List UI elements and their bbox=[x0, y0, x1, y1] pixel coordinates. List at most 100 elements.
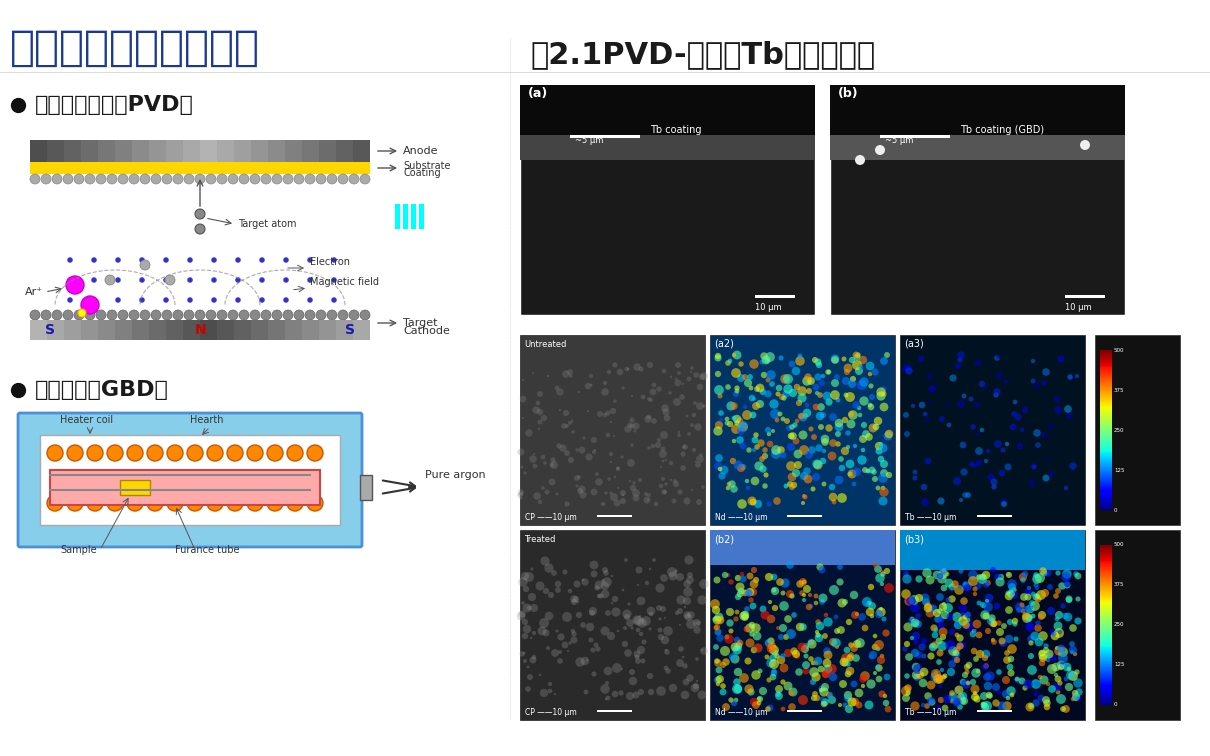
Bar bbox=[1100, 414, 1112, 415]
Circle shape bbox=[996, 353, 1002, 358]
Circle shape bbox=[941, 602, 946, 606]
Bar bbox=[1100, 553, 1112, 554]
Circle shape bbox=[673, 479, 676, 483]
Bar bbox=[1100, 464, 1112, 465]
Circle shape bbox=[1056, 694, 1066, 704]
Circle shape bbox=[1006, 590, 1010, 596]
Circle shape bbox=[808, 446, 816, 454]
Circle shape bbox=[1054, 673, 1059, 677]
Bar bbox=[1100, 619, 1112, 620]
Circle shape bbox=[742, 410, 751, 420]
Circle shape bbox=[744, 379, 753, 387]
Bar bbox=[1100, 376, 1112, 377]
Circle shape bbox=[1020, 603, 1025, 608]
Circle shape bbox=[162, 310, 172, 320]
Circle shape bbox=[824, 651, 832, 659]
Circle shape bbox=[799, 578, 807, 586]
Bar bbox=[1100, 566, 1112, 567]
Circle shape bbox=[530, 637, 532, 640]
Circle shape bbox=[912, 469, 917, 475]
Bar bbox=[1100, 431, 1112, 432]
Circle shape bbox=[1039, 654, 1047, 662]
Circle shape bbox=[692, 413, 696, 417]
Circle shape bbox=[682, 679, 690, 686]
Circle shape bbox=[765, 573, 773, 581]
Circle shape bbox=[918, 643, 926, 651]
Bar bbox=[1100, 352, 1112, 353]
Circle shape bbox=[742, 613, 749, 621]
Bar bbox=[1100, 654, 1112, 655]
Circle shape bbox=[1028, 604, 1033, 609]
Circle shape bbox=[950, 699, 955, 704]
Circle shape bbox=[1064, 485, 1068, 491]
Circle shape bbox=[684, 612, 691, 618]
Circle shape bbox=[682, 445, 687, 450]
Bar bbox=[1100, 672, 1112, 673]
Circle shape bbox=[119, 174, 128, 184]
Circle shape bbox=[669, 460, 673, 465]
Bar bbox=[1100, 357, 1112, 358]
Circle shape bbox=[739, 463, 747, 470]
Circle shape bbox=[151, 174, 161, 184]
Bar bbox=[183, 320, 200, 340]
Bar bbox=[1100, 461, 1112, 462]
Bar bbox=[1100, 363, 1112, 364]
Circle shape bbox=[676, 573, 684, 581]
Circle shape bbox=[716, 682, 720, 686]
Circle shape bbox=[555, 492, 559, 495]
Circle shape bbox=[1035, 596, 1042, 603]
Text: Tb coating: Tb coating bbox=[650, 125, 702, 135]
Circle shape bbox=[1070, 462, 1077, 469]
Bar bbox=[1100, 686, 1112, 687]
Circle shape bbox=[939, 627, 947, 637]
Circle shape bbox=[911, 649, 920, 657]
Circle shape bbox=[236, 298, 241, 302]
Circle shape bbox=[632, 489, 640, 497]
Bar bbox=[1100, 616, 1112, 617]
Circle shape bbox=[916, 671, 924, 679]
Circle shape bbox=[930, 673, 939, 681]
Bar bbox=[1100, 472, 1112, 473]
Circle shape bbox=[247, 495, 263, 511]
Text: 250: 250 bbox=[1114, 622, 1124, 627]
Circle shape bbox=[563, 370, 570, 378]
Circle shape bbox=[1001, 623, 1007, 629]
Circle shape bbox=[876, 485, 881, 491]
Circle shape bbox=[958, 604, 967, 612]
Bar bbox=[1100, 423, 1112, 424]
Circle shape bbox=[764, 472, 768, 478]
Circle shape bbox=[1067, 667, 1071, 671]
Circle shape bbox=[989, 619, 997, 627]
Circle shape bbox=[240, 174, 249, 184]
Circle shape bbox=[875, 448, 882, 454]
Circle shape bbox=[877, 656, 886, 664]
Circle shape bbox=[839, 680, 847, 688]
Circle shape bbox=[663, 626, 673, 636]
Circle shape bbox=[129, 174, 139, 184]
Circle shape bbox=[195, 310, 204, 320]
Circle shape bbox=[976, 600, 981, 606]
Circle shape bbox=[1051, 663, 1060, 671]
Circle shape bbox=[783, 384, 793, 394]
Circle shape bbox=[911, 618, 920, 627]
Circle shape bbox=[784, 615, 791, 623]
Circle shape bbox=[874, 565, 882, 573]
Circle shape bbox=[905, 364, 911, 371]
Circle shape bbox=[933, 609, 941, 617]
Circle shape bbox=[793, 438, 800, 445]
Circle shape bbox=[696, 455, 704, 463]
Circle shape bbox=[720, 683, 726, 689]
Bar bbox=[419, 204, 424, 229]
Circle shape bbox=[691, 683, 699, 692]
Circle shape bbox=[1049, 629, 1055, 635]
Bar bbox=[520, 335, 705, 525]
Circle shape bbox=[875, 610, 883, 618]
Circle shape bbox=[927, 374, 933, 380]
Circle shape bbox=[920, 668, 928, 677]
Circle shape bbox=[544, 612, 553, 621]
Bar bbox=[302, 320, 319, 340]
Bar bbox=[1100, 404, 1112, 405]
Circle shape bbox=[820, 412, 826, 418]
Bar bbox=[1100, 476, 1112, 477]
Circle shape bbox=[1047, 607, 1055, 615]
